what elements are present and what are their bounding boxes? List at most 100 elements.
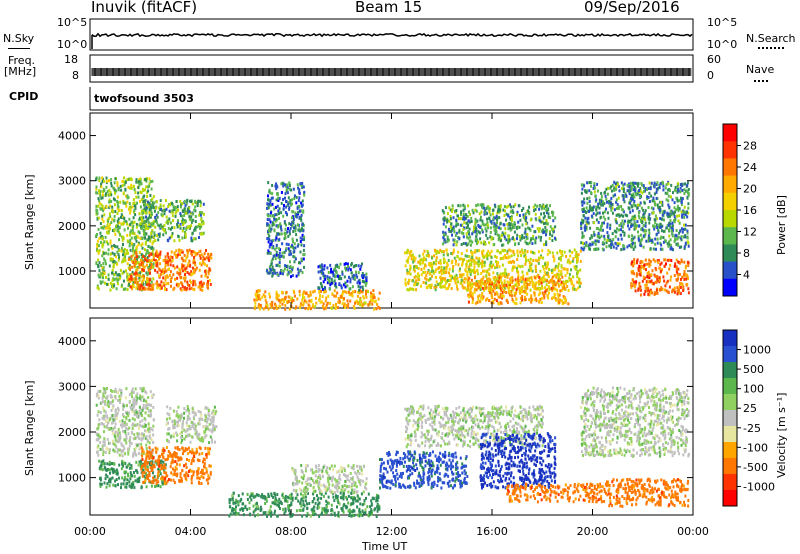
heatmap-cell — [639, 233, 642, 237]
heatmap-cell — [594, 242, 597, 246]
heatmap-cell — [324, 299, 327, 303]
heatmap-cell — [456, 214, 459, 218]
heatmap-cell — [360, 264, 363, 268]
heatmap-cell — [600, 195, 603, 199]
heatmap-cell — [167, 226, 170, 230]
heatmap-cell — [468, 220, 471, 224]
heatmap-cell — [116, 282, 119, 286]
heatmap-cell — [320, 300, 323, 304]
heatmap-cell — [354, 301, 356, 305]
heatmap-cell — [601, 203, 604, 207]
heatmap-cell — [156, 270, 159, 274]
heatmap-cell — [614, 241, 617, 245]
heatmap-cell — [606, 200, 608, 204]
heatmap-cell — [97, 251, 100, 255]
heatmap-cell — [169, 263, 172, 267]
heatmap-cell — [452, 243, 455, 247]
heatmap-cell — [546, 264, 549, 268]
heatmap-cell — [613, 229, 616, 233]
heatmap-cell — [479, 279, 482, 283]
heatmap-cell — [363, 301, 366, 305]
heatmap-cell — [323, 290, 326, 294]
heatmap-cell — [103, 240, 106, 244]
heatmap-cell — [269, 271, 272, 274]
heatmap-cell — [359, 303, 362, 307]
heatmap-cell — [558, 298, 561, 302]
heatmap-cell — [342, 290, 344, 294]
heatmap-cell — [581, 210, 584, 213]
heatmap-cell — [526, 272, 529, 276]
heatmap-cell — [111, 269, 114, 272]
heatmap-cell — [109, 241, 112, 245]
heatmap-cell — [184, 267, 187, 271]
heatmap-cell — [96, 239, 99, 243]
heatmap-cell — [620, 233, 623, 237]
heatmap-cell — [429, 261, 432, 265]
heatmap-cell — [670, 195, 672, 199]
heatmap-cell — [546, 222, 549, 226]
heatmap-cell — [194, 283, 197, 287]
heatmap-cell — [176, 265, 179, 269]
heatmap-cell — [200, 263, 203, 267]
heatmap-cell — [299, 236, 302, 240]
heatmap-cell — [162, 281, 165, 285]
heatmap-cell — [504, 236, 507, 240]
heatmap-cell — [356, 294, 359, 298]
heatmap-cell — [284, 211, 287, 214]
heatmap-cell — [365, 279, 368, 282]
heatmap-cell — [284, 307, 287, 311]
heatmap-cell — [148, 259, 151, 263]
heatmap-cell — [474, 249, 477, 253]
heatmap-cell — [472, 259, 475, 263]
heatmap-cell — [669, 238, 672, 242]
heatmap-cell — [557, 284, 560, 288]
heatmap-cell — [469, 293, 472, 297]
heatmap-cell — [579, 249, 582, 253]
heatmap-cell — [276, 273, 279, 277]
heatmap-cell — [557, 298, 560, 302]
cpid-value: twofsound 3503 — [94, 92, 194, 105]
heatmap-cell — [150, 210, 153, 214]
heatmap-cell — [318, 298, 321, 302]
heatmap-cell — [484, 211, 487, 215]
heatmap-cell — [482, 242, 485, 246]
heatmap-cell — [515, 283, 518, 287]
heatmap-cell — [135, 258, 138, 261]
heatmap-cell — [138, 255, 141, 259]
heatmap-cell — [684, 223, 687, 227]
heatmap-cell — [112, 260, 115, 264]
heatmap-cell — [451, 204, 454, 208]
heatmap-cell — [686, 215, 689, 219]
heatmap-cell — [610, 208, 613, 212]
heatmap-cell — [312, 303, 315, 307]
heatmap-cell — [253, 307, 256, 311]
heatmap-cell — [204, 274, 207, 278]
heatmap-cell — [632, 197, 634, 201]
heatmap-cell — [126, 194, 129, 198]
heatmap-cell — [170, 250, 173, 254]
heatmap-cell — [126, 239, 129, 243]
heatmap-cell — [172, 219, 174, 223]
heatmap-cell — [516, 286, 519, 290]
heatmap-cell — [477, 295, 480, 299]
heatmap-cell — [137, 286, 140, 290]
heatmap-cell — [129, 233, 131, 237]
heatmap-cell — [299, 250, 302, 254]
heatmap-cell — [407, 271, 410, 275]
heatmap-cell — [488, 267, 491, 271]
heatmap-cell — [501, 286, 504, 290]
heatmap-cell — [353, 306, 356, 310]
heatmap-cell — [639, 186, 642, 190]
heatmap-cell — [557, 273, 560, 277]
heatmap-cell — [343, 297, 345, 300]
heatmap-cell — [567, 288, 570, 292]
heatmap-cell — [464, 217, 467, 221]
heatmap-cell — [164, 287, 166, 291]
heatmap-cell — [576, 275, 579, 279]
heatmap-cell — [287, 243, 290, 247]
heatmap-cell — [299, 303, 302, 307]
heatmap-cell — [451, 233, 453, 237]
heatmap-cell — [456, 222, 459, 226]
heatmap-cell — [658, 186, 661, 190]
heatmap-cell — [566, 279, 569, 283]
